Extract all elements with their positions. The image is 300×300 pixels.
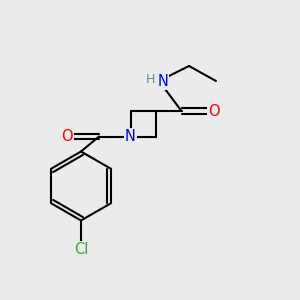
Text: Cl: Cl: [74, 242, 88, 257]
Text: H: H: [146, 73, 155, 86]
Text: O: O: [61, 129, 73, 144]
Text: O: O: [208, 103, 219, 118]
Text: N: N: [125, 129, 136, 144]
Text: N: N: [157, 74, 168, 88]
